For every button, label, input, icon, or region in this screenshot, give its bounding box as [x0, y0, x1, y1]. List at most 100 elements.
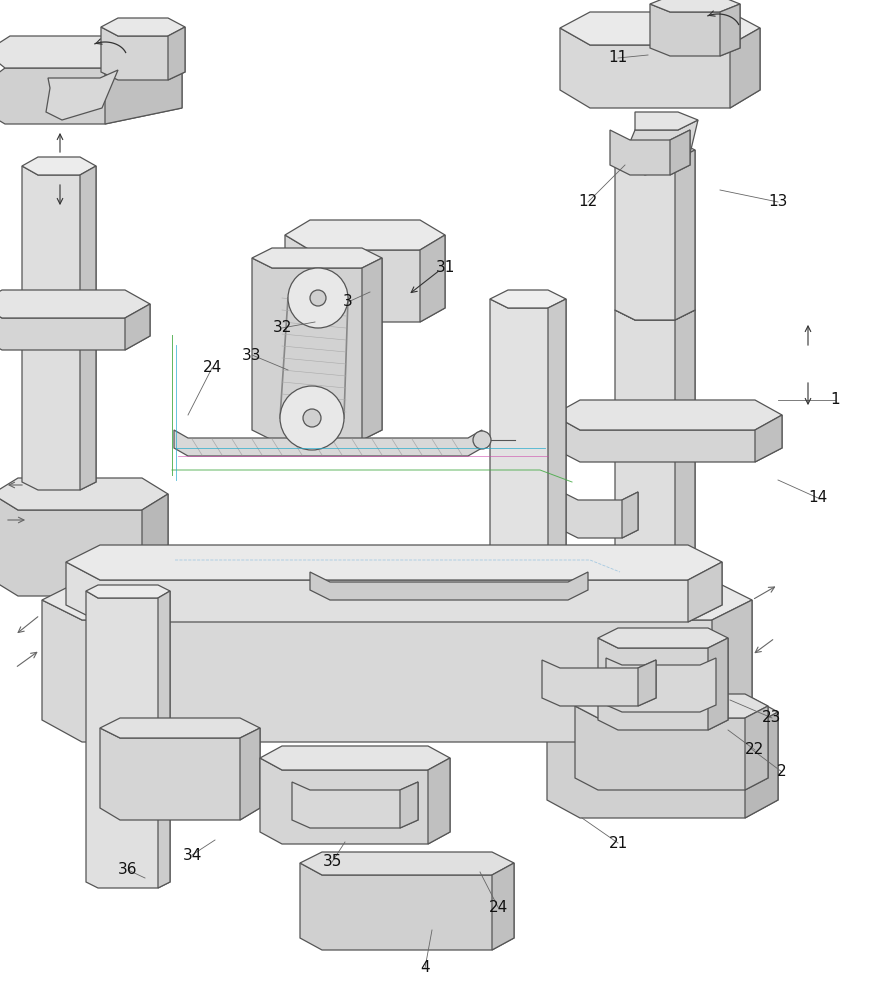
Text: 24: 24 [202, 360, 222, 375]
Polygon shape [300, 852, 514, 875]
Polygon shape [66, 562, 722, 622]
Polygon shape [598, 628, 728, 648]
Polygon shape [0, 478, 168, 510]
Polygon shape [492, 863, 514, 950]
Polygon shape [310, 572, 588, 600]
Polygon shape [0, 36, 135, 68]
Polygon shape [755, 415, 782, 462]
Polygon shape [100, 718, 260, 738]
Polygon shape [560, 28, 760, 108]
Polygon shape [688, 562, 722, 622]
Polygon shape [105, 52, 182, 124]
Circle shape [473, 431, 491, 449]
Polygon shape [745, 712, 778, 818]
Polygon shape [292, 782, 418, 828]
Polygon shape [86, 585, 170, 598]
Polygon shape [553, 400, 782, 430]
Polygon shape [622, 492, 638, 538]
Polygon shape [610, 130, 690, 175]
Text: 2: 2 [777, 764, 787, 780]
Polygon shape [0, 290, 150, 318]
Polygon shape [553, 415, 782, 462]
Polygon shape [730, 28, 760, 108]
Polygon shape [575, 694, 768, 718]
Polygon shape [0, 304, 150, 350]
Polygon shape [22, 166, 96, 490]
Circle shape [303, 409, 321, 427]
Polygon shape [670, 130, 690, 175]
Polygon shape [650, 4, 740, 56]
Polygon shape [260, 746, 450, 770]
Polygon shape [562, 492, 638, 538]
Circle shape [288, 268, 348, 328]
Polygon shape [168, 27, 185, 80]
Text: 3: 3 [343, 294, 353, 310]
Polygon shape [547, 694, 778, 730]
Polygon shape [285, 220, 445, 250]
Polygon shape [22, 157, 96, 175]
Text: 14: 14 [808, 490, 828, 506]
Polygon shape [80, 166, 96, 490]
Text: 22: 22 [745, 742, 765, 758]
Polygon shape [708, 638, 728, 730]
Polygon shape [745, 706, 768, 790]
Polygon shape [0, 52, 182, 124]
Polygon shape [42, 580, 752, 620]
Text: 4: 4 [420, 960, 430, 976]
Text: 11: 11 [608, 50, 628, 66]
Polygon shape [42, 600, 752, 742]
Text: 24: 24 [488, 900, 508, 914]
Polygon shape [125, 304, 150, 350]
Text: 31: 31 [435, 260, 455, 275]
Polygon shape [638, 660, 656, 706]
Polygon shape [615, 310, 695, 708]
Polygon shape [260, 758, 450, 844]
Text: 21: 21 [608, 836, 628, 850]
Circle shape [280, 386, 344, 450]
Polygon shape [86, 591, 170, 888]
Polygon shape [100, 728, 260, 820]
Polygon shape [490, 299, 566, 627]
Polygon shape [101, 27, 185, 80]
Polygon shape [606, 658, 716, 712]
Polygon shape [400, 782, 418, 828]
Polygon shape [300, 863, 514, 950]
Polygon shape [252, 248, 382, 268]
Text: 12: 12 [578, 194, 598, 210]
Polygon shape [625, 120, 698, 175]
Polygon shape [712, 600, 752, 742]
Polygon shape [142, 494, 168, 596]
Polygon shape [66, 545, 722, 580]
Polygon shape [560, 12, 760, 45]
Polygon shape [158, 591, 170, 888]
Text: 36: 36 [118, 862, 138, 878]
Circle shape [310, 290, 326, 306]
Polygon shape [542, 660, 656, 706]
Text: 13: 13 [768, 194, 788, 210]
Polygon shape [548, 299, 566, 627]
Polygon shape [575, 706, 768, 790]
Polygon shape [252, 258, 382, 440]
Polygon shape [615, 150, 695, 320]
Polygon shape [635, 112, 698, 130]
Polygon shape [598, 638, 728, 730]
Polygon shape [0, 494, 168, 596]
Polygon shape [428, 758, 450, 844]
Polygon shape [101, 18, 185, 36]
Polygon shape [240, 728, 260, 820]
Text: 35: 35 [322, 854, 342, 869]
Polygon shape [490, 290, 566, 308]
Polygon shape [46, 70, 118, 120]
Polygon shape [362, 258, 382, 440]
Polygon shape [675, 150, 695, 320]
Text: 34: 34 [182, 848, 202, 862]
Polygon shape [650, 0, 740, 12]
Polygon shape [420, 235, 445, 322]
Polygon shape [285, 235, 445, 322]
Polygon shape [547, 712, 778, 818]
Polygon shape [174, 430, 482, 456]
Polygon shape [615, 140, 695, 160]
Polygon shape [720, 4, 740, 56]
Text: 33: 33 [242, 348, 262, 362]
Polygon shape [615, 300, 695, 320]
